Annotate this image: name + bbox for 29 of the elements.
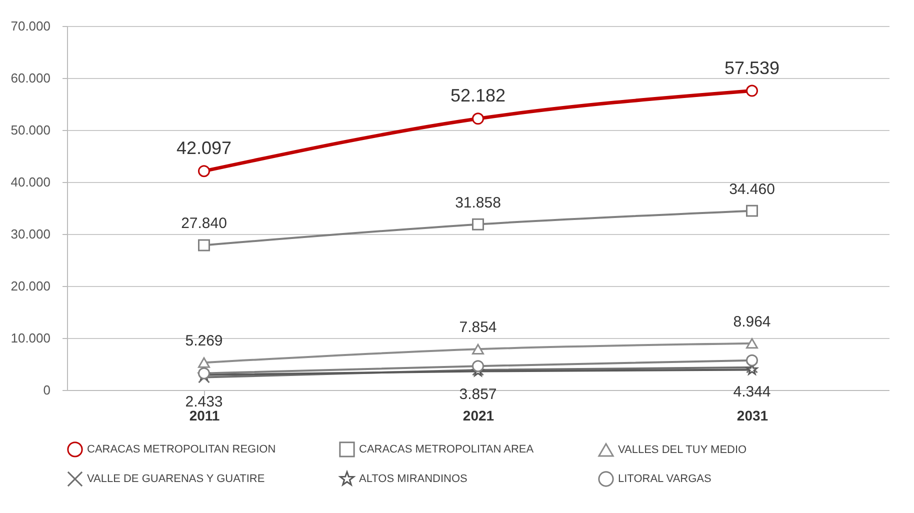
data-label: 57.539 bbox=[724, 58, 780, 78]
legend-label: CARACAS METROPOLITAN REGION bbox=[87, 443, 276, 456]
data-label: 8.964 bbox=[733, 313, 771, 330]
y-tick-label: 20.000 bbox=[10, 278, 50, 294]
y-tick-label: 70.000 bbox=[10, 18, 50, 34]
data-label: 34.460 bbox=[729, 180, 775, 198]
data-label: 3.857 bbox=[459, 386, 497, 403]
data-label: 2.433 bbox=[185, 393, 223, 410]
data-label: 5.269 bbox=[185, 332, 223, 350]
y-tick-label: 60.000 bbox=[10, 70, 50, 86]
y-tick-label: 50.000 bbox=[10, 122, 50, 138]
data-label: 52.182 bbox=[450, 86, 506, 106]
x-tick-label: 2031 bbox=[736, 408, 768, 424]
y-tick-label: 0 bbox=[43, 382, 50, 398]
legend-label: CARACAS METROPOLITAN AREA bbox=[359, 443, 534, 456]
legend-label: VALLES DEL TUY MEDIO bbox=[618, 444, 748, 456]
y-tick-label: 40.000 bbox=[10, 174, 50, 190]
data-label: 4.344 bbox=[733, 383, 771, 400]
x-tick-label: 2011 bbox=[189, 408, 220, 424]
legend-label: LITORAL VARGAS bbox=[618, 473, 712, 485]
data-label: 7.854 bbox=[459, 319, 497, 336]
data-label: 31.858 bbox=[455, 194, 501, 212]
x-tick-label: 2021 bbox=[462, 408, 494, 424]
data-label: 42.097 bbox=[176, 138, 232, 158]
legend-label: ALTOS MIRANDINOS bbox=[359, 473, 468, 485]
y-tick-label: 10.000 bbox=[10, 330, 50, 346]
data-label: 27.840 bbox=[181, 215, 227, 232]
legend-label: VALLE DE GUARENAS Y GUATIRE bbox=[87, 473, 265, 485]
y-tick-label: 30.000 bbox=[10, 226, 50, 242]
